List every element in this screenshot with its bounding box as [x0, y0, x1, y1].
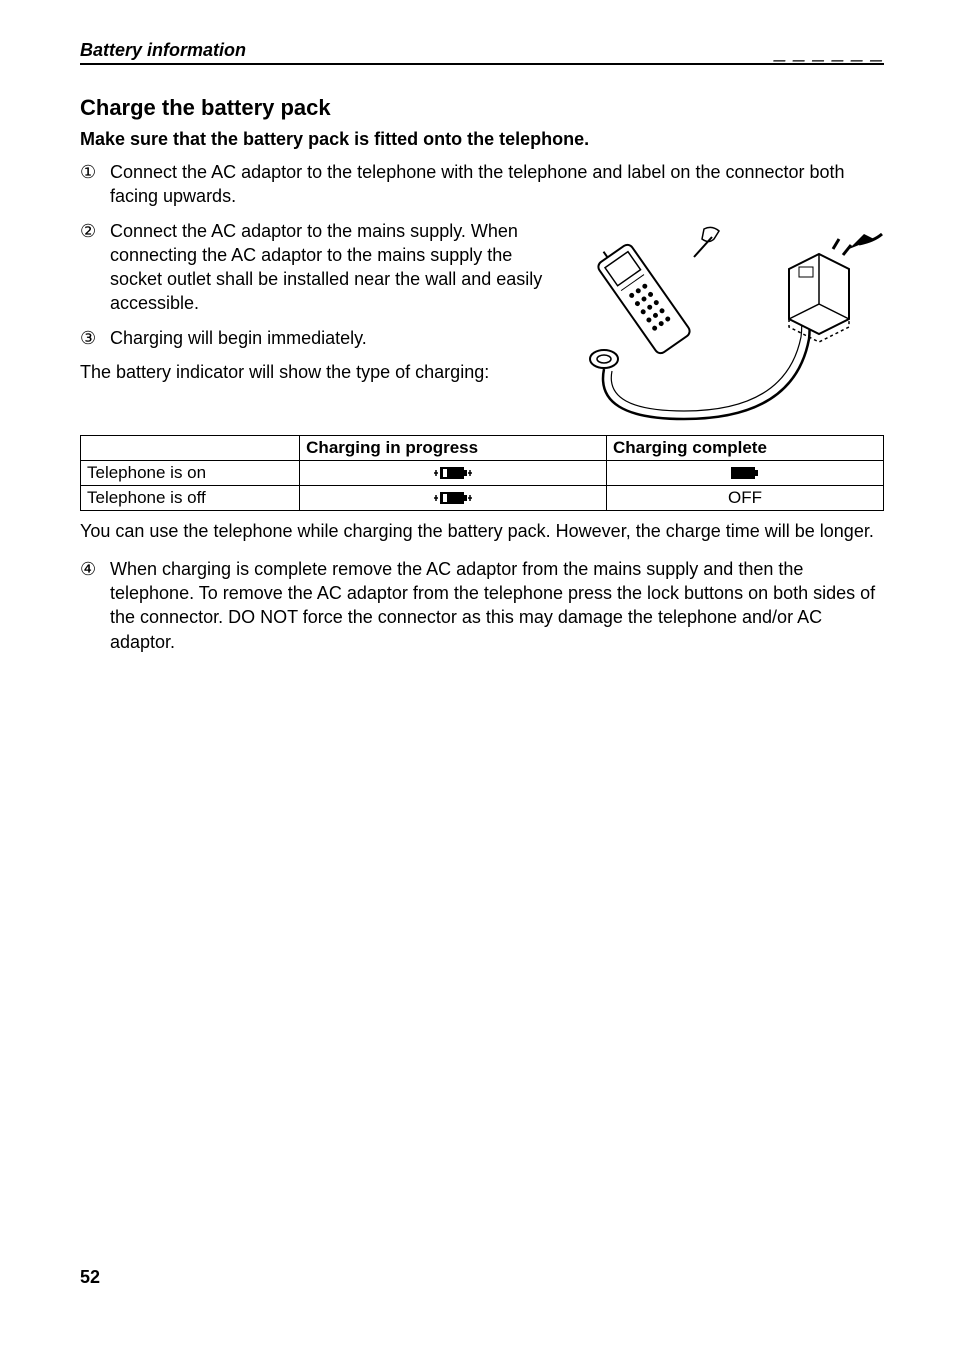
section-title: Charge the battery pack — [80, 95, 884, 121]
row-label-on: Telephone is on — [81, 460, 300, 485]
cell-on-complete — [606, 460, 883, 485]
step-1-number: ① — [80, 160, 110, 184]
header-dashes: — — — — — — — [773, 53, 884, 67]
cell-off-complete: OFF — [606, 485, 883, 510]
row-label-off: Telephone is off — [81, 485, 300, 510]
step-3-text: Charging will begin immediately. — [110, 326, 544, 350]
table-header-row: Charging in progress Charging complete — [81, 435, 884, 460]
cell-off-progress — [300, 485, 607, 510]
page-header: Battery information — — — — — — — [80, 40, 884, 65]
after-table-note: You can use the telephone while charging… — [80, 519, 884, 543]
step-1-text: Connect the AC adaptor to the telephone … — [110, 160, 884, 209]
step-2-text: Connect the AC adaptor to the mains supp… — [110, 219, 544, 316]
step-2-number: ② — [80, 219, 110, 243]
battery-charging-icon — [433, 490, 473, 506]
post-step-3: The battery indicator will show the type… — [80, 360, 544, 384]
charging-status-table: Charging in progress Charging complete T… — [80, 435, 884, 511]
step-1: ① Connect the AC adaptor to the telephon… — [80, 160, 884, 209]
step-3: ③ Charging will begin immediately. — [80, 326, 544, 350]
step-4-text: When charging is complete remove the AC … — [110, 557, 884, 654]
battery-full-icon — [729, 466, 761, 480]
table-header-complete: Charging complete — [606, 435, 883, 460]
table-header-blank — [81, 435, 300, 460]
header-text: Battery information — [80, 40, 246, 60]
step-2: ② Connect the AC adaptor to the mains su… — [80, 219, 544, 316]
step-3-number: ③ — [80, 326, 110, 350]
table-row: Telephone is on — [81, 460, 884, 485]
step-4: ④ When charging is complete remove the A… — [80, 557, 884, 654]
table-row: Telephone is off OFF — [81, 485, 884, 510]
section-subtitle: Make sure that the battery pack is fitte… — [80, 129, 884, 150]
table-header-progress: Charging in progress — [300, 435, 607, 460]
battery-charging-icon — [433, 465, 473, 481]
charging-diagram — [564, 219, 884, 429]
page-number: 52 — [80, 1267, 100, 1288]
cell-on-progress — [300, 460, 607, 485]
step-4-number: ④ — [80, 557, 110, 581]
